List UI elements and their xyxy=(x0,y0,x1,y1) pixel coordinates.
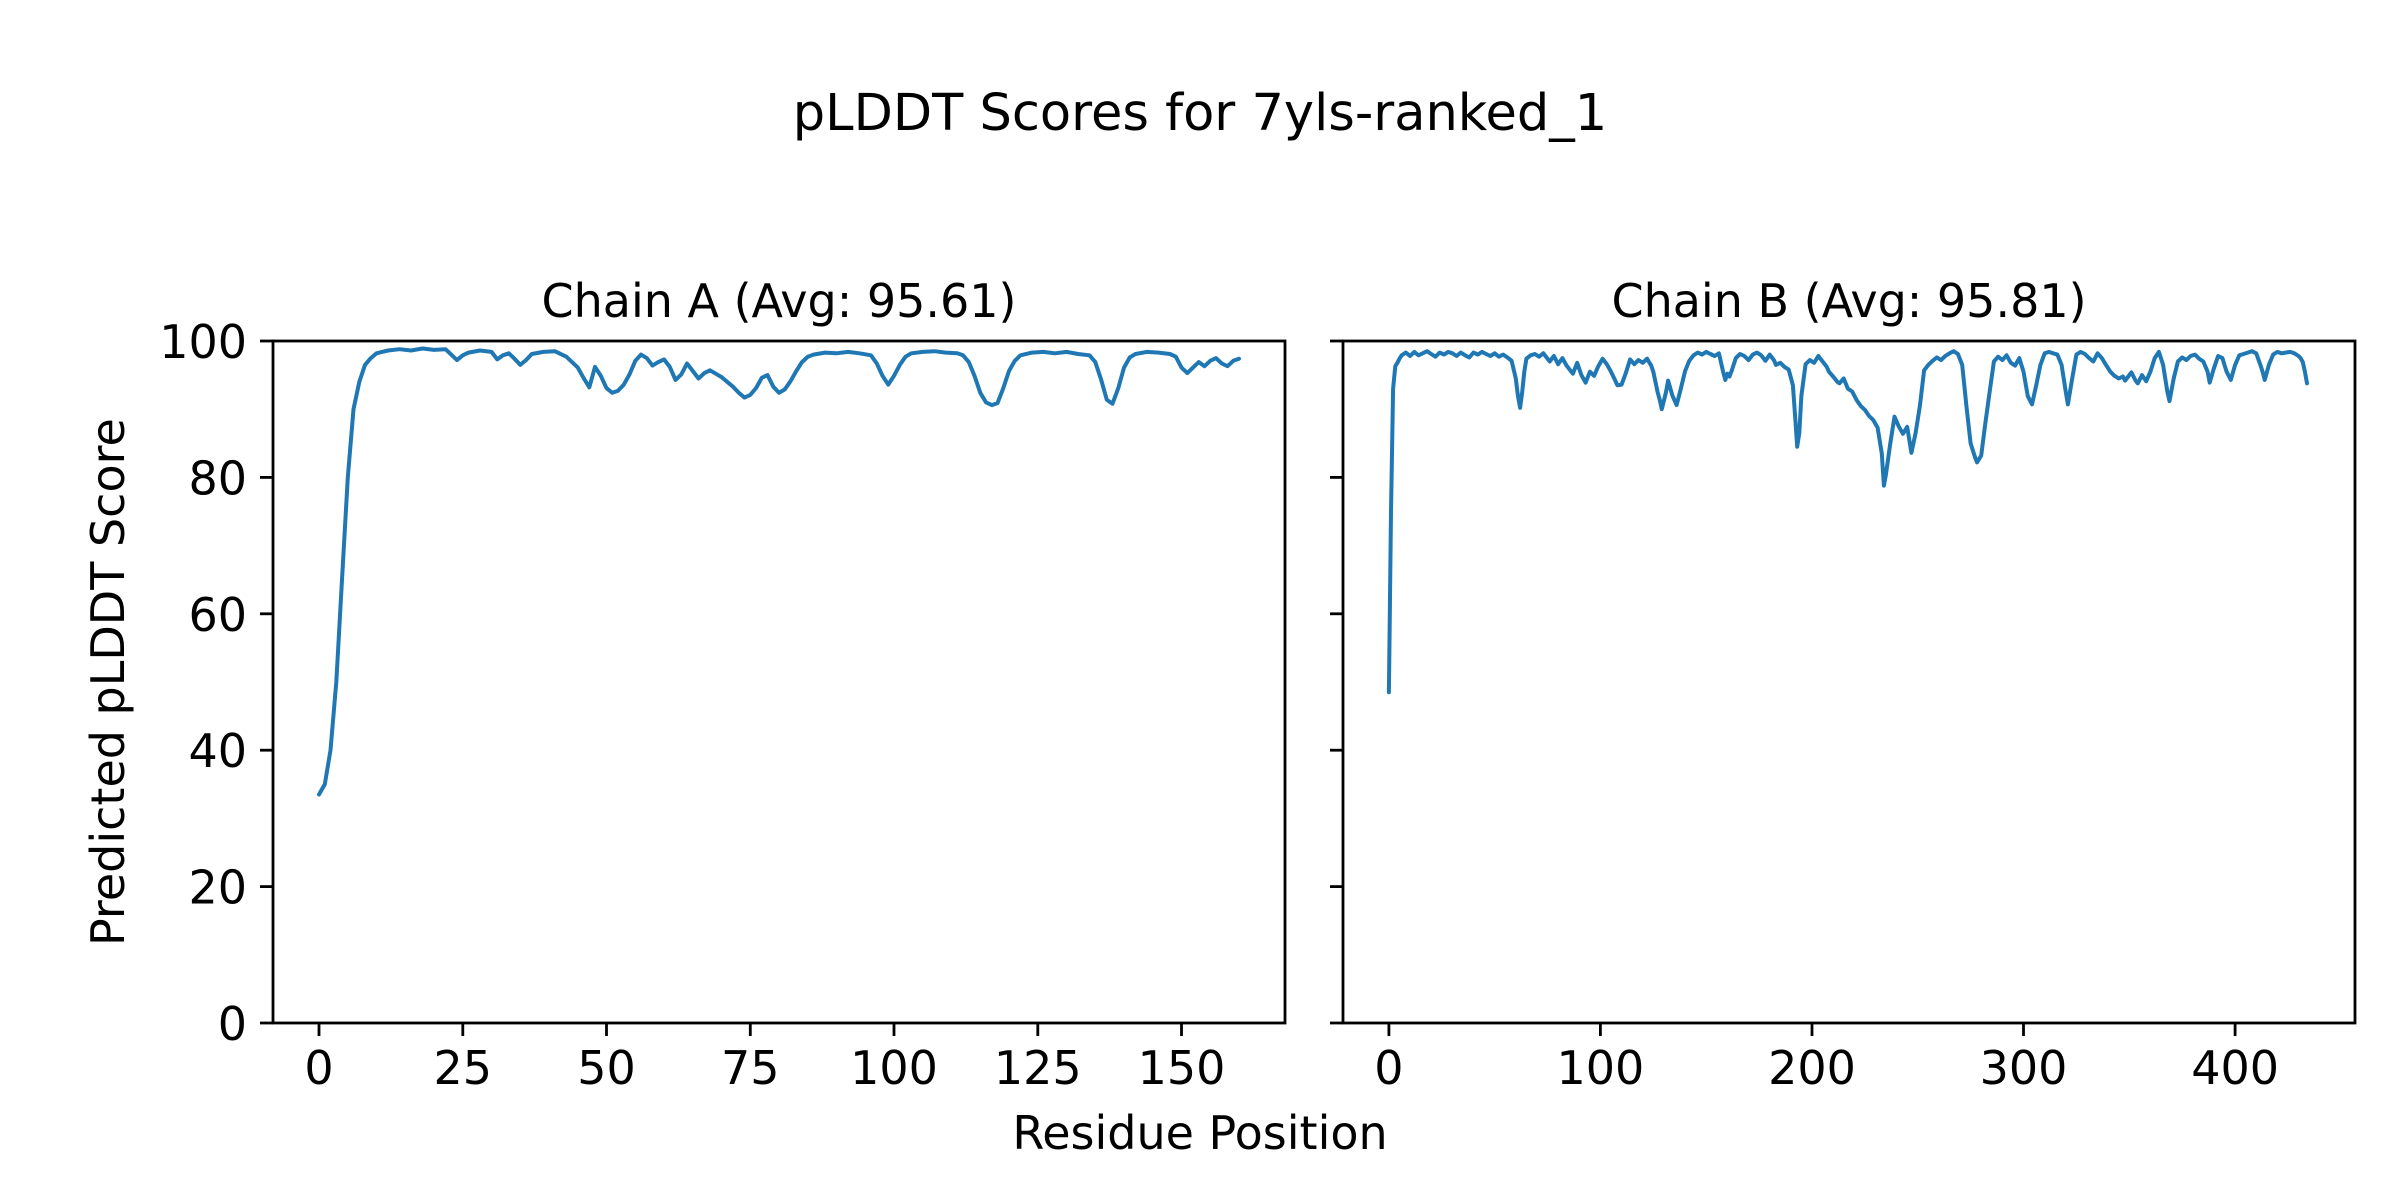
chain-a-plot-area: 0 25 50 75 100 125 150 0 20 40 60 80 100 xyxy=(159,315,1287,1095)
chain-b-x-tick-label: 200 xyxy=(1768,1041,1856,1095)
chain-a-y-tick-label: 0 xyxy=(218,997,247,1051)
chain-b-subplot-title: Chain B (Avg: 95.81) xyxy=(1611,274,2087,328)
chain-a-y-tick-label: 20 xyxy=(188,861,247,915)
chain-a-y-tick-label: 60 xyxy=(188,588,247,642)
chain-a-y-tick-label: 80 xyxy=(188,451,247,505)
chain-b-plot-area: 0 100 200 300 400 xyxy=(1330,339,2357,1095)
chain-b-x-tick-label: 300 xyxy=(1980,1041,2068,1095)
chain-b-x-tick-label: 400 xyxy=(2191,1041,2279,1095)
chain-a-x-tick-label: 125 xyxy=(994,1041,1082,1095)
y-axis-label: Predicted pLDDT Score xyxy=(81,418,135,946)
chain-a-y-tick-label: 40 xyxy=(188,724,247,778)
chain-b-x-tick-label: 100 xyxy=(1556,1041,1644,1095)
chain-a-x-tick-label: 50 xyxy=(577,1041,636,1095)
chain-a-x-tick-label: 100 xyxy=(850,1041,938,1095)
chain-a-x-tick-label: 75 xyxy=(721,1041,780,1095)
chain-a-x-tick-label: 25 xyxy=(434,1041,493,1095)
chain-a-y-tick-label: 100 xyxy=(159,315,247,369)
figure-title: pLDDT Scores for 7yls-ranked_1 xyxy=(792,84,1608,143)
chain-b-line xyxy=(1386,349,2309,695)
x-axis-label: Residue Position xyxy=(1012,1106,1388,1160)
chain-b-spines xyxy=(1341,339,2357,1025)
chain-a-x-tick-label: 150 xyxy=(1138,1041,1226,1095)
chain-a-subplot-title: Chain A (Avg: 95.61) xyxy=(541,274,1017,328)
chain-a-spines xyxy=(271,339,1287,1025)
chain-b-x-tick-label: 0 xyxy=(1374,1041,1403,1095)
chain-a-line xyxy=(317,346,1241,797)
chain-a-x-tick-label: 0 xyxy=(304,1041,333,1095)
